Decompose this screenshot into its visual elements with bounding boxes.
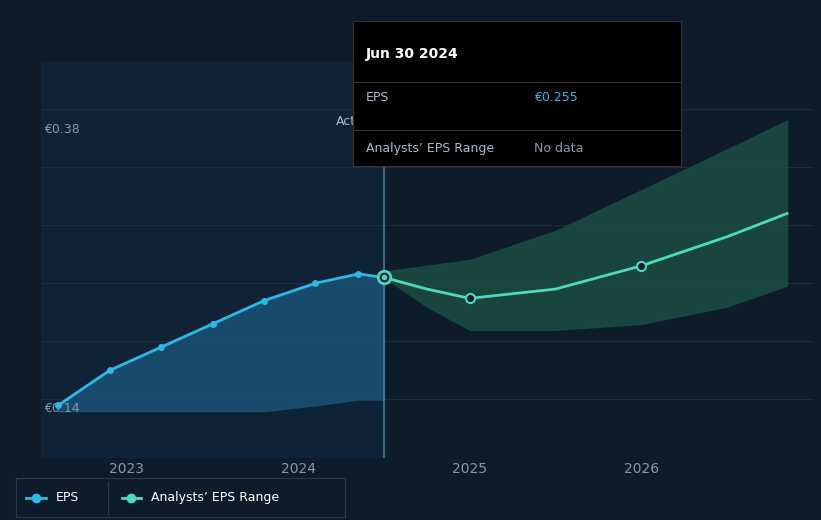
Text: €0.14: €0.14 <box>44 402 80 415</box>
Text: EPS: EPS <box>366 92 389 105</box>
Text: Analysts’ EPS Range: Analysts’ EPS Range <box>151 491 279 504</box>
Text: €0.38: €0.38 <box>44 123 80 136</box>
Text: EPS: EPS <box>56 491 79 504</box>
Text: Actual: Actual <box>337 115 375 128</box>
Bar <box>41 62 384 458</box>
Text: Analysts’ EPS Range: Analysts’ EPS Range <box>366 142 494 155</box>
Text: No data: No data <box>534 142 583 155</box>
Text: €0.255: €0.255 <box>534 92 577 105</box>
Text: Analysts Forecasts: Analysts Forecasts <box>392 115 509 128</box>
Text: Jun 30 2024: Jun 30 2024 <box>366 47 459 61</box>
